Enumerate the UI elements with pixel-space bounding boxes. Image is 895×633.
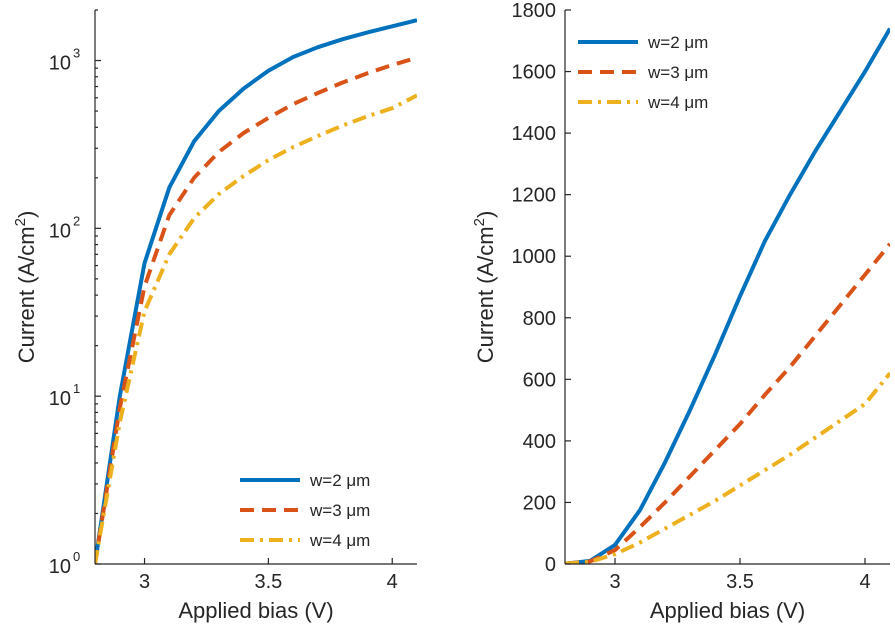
series-line-2 [565,242,890,564]
y-tick-exponent: 3 [73,46,80,61]
y-tick-exponent: 2 [73,213,80,228]
x-axis-label: Applied bias (V) [650,598,805,623]
y-tick-label: 10 [49,53,71,75]
legend: w=2 μm w=3 μm w=4 μm [578,33,708,112]
y-tick-label: 1400 [512,123,557,145]
y-tick-label: 1600 [512,62,557,84]
series-line-2 [95,55,417,564]
series-line-3 [95,93,417,564]
y-axis-label: Current (A/cm2) [12,211,39,364]
legend-entry: w=4 μm [647,93,708,112]
y-axis-label: Current (A/cm2) [471,211,498,364]
y-tick-label: 400 [523,431,556,453]
y-tick-exponent: 0 [73,549,80,564]
x-axis-label: Applied bias (V) [178,598,333,623]
x-tick-label: 4 [387,571,398,593]
series-line-1 [565,27,890,564]
legend-entry: w=2 μm [647,33,708,52]
y-tick-label: 10 [49,388,71,410]
x-tick-label: 4 [859,571,870,593]
y-tick-label: 800 [523,308,556,330]
y-tick-label: 1000 [512,246,557,268]
series-line-1 [95,18,417,564]
y-tick-label: 1800 [512,0,557,22]
x-tick-label: 3.5 [254,571,282,593]
linear-scale-chart: 3 3.5 4 0 200 400 600 800 1000 1200 1400 1600 1800 Ap… [471,0,890,623]
y-tick-exponent: 1 [73,381,80,396]
legend: w=2 μm w=3 μm w=4 μm [240,471,370,550]
x-tick-label: 3.5 [726,571,754,593]
x-tick-label: 3 [139,571,150,593]
legend-entry: w=4 μm [309,531,370,550]
y-tick-label: 10 [49,556,71,578]
legend-entry: w=2 μm [309,471,370,490]
series-line-3 [565,371,890,564]
x-tick-label: 3 [609,571,620,593]
y-tick-label: 600 [523,369,556,391]
y-tick-label: 200 [523,492,556,514]
legend-entry: w=3 μm [309,501,370,520]
y-tick-label: 0 [545,554,556,576]
legend-entry: w=3 μm [647,63,708,82]
y-tick-label: 1200 [512,185,557,207]
y-tick-label: 10 [49,220,71,242]
